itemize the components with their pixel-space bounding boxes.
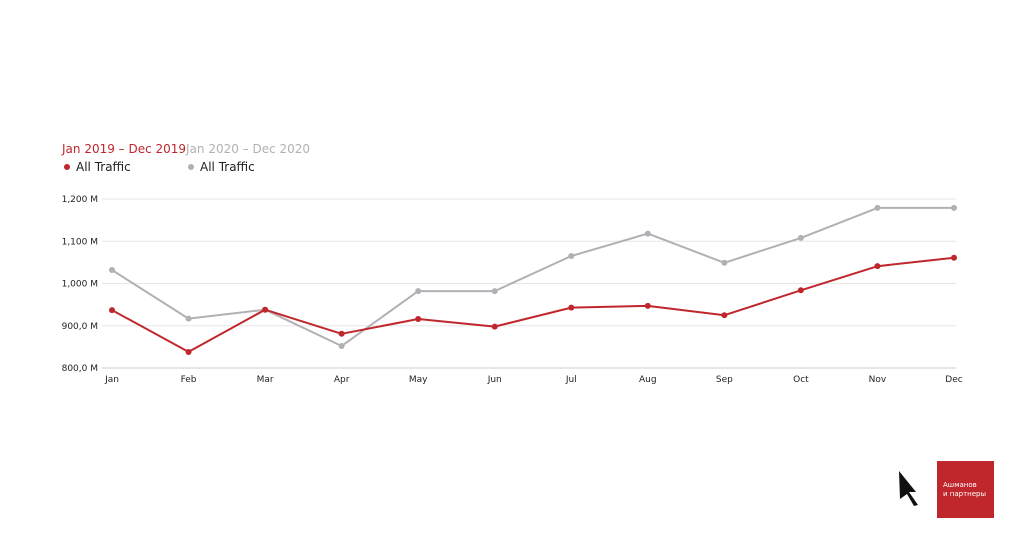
y-tick-label: 800,0 M — [62, 364, 98, 374]
x-tick-label: Oct — [793, 375, 809, 385]
chart-legend: Jan 2019 – Dec 2019 Jan 2020 – Dec 2020 … — [62, 142, 382, 174]
data-point-2020[interactable] — [185, 315, 192, 322]
legend-dot-2020 — [188, 164, 194, 170]
x-tick-label: Jun — [487, 375, 502, 385]
data-point-2019[interactable] — [644, 302, 651, 309]
company-logo-icon — [899, 471, 918, 506]
data-point-2019[interactable] — [568, 304, 575, 311]
series-2020 — [109, 204, 957, 350]
legend-series-2019-label: All Traffic — [76, 160, 131, 174]
grid-lines — [102, 198, 956, 369]
data-point-2020[interactable] — [797, 234, 804, 241]
data-point-2019[interactable] — [951, 254, 957, 261]
data-point-2019[interactable] — [415, 315, 422, 322]
data-point-2020[interactable] — [415, 288, 422, 295]
x-tick-label: Jan — [104, 375, 119, 385]
company-name-line2: и партнеры — [943, 490, 987, 498]
x-tick-label: Sep — [716, 375, 733, 385]
legend-series-2019[interactable]: All Traffic — [64, 160, 131, 174]
legend-period-2019[interactable]: Jan 2019 – Dec 2019 — [62, 142, 187, 156]
data-point-2019[interactable] — [491, 323, 498, 330]
y-tick-label: 1,100 M — [62, 237, 98, 247]
data-point-2020[interactable] — [874, 204, 881, 211]
data-point-2020[interactable] — [491, 288, 498, 295]
data-point-2019[interactable] — [721, 312, 728, 319]
x-tick-label: Nov — [869, 375, 887, 385]
series-line-2020[interactable] — [111, 206, 954, 347]
x-tick-label: Feb — [181, 375, 197, 385]
data-point-2020[interactable] — [951, 204, 957, 211]
data-point-2019[interactable] — [109, 307, 115, 314]
series-line-2019[interactable] — [111, 256, 955, 353]
y-tick-label: 1,200 M — [62, 195, 98, 205]
data-point-2019[interactable] — [262, 306, 269, 313]
legend-series-2020[interactable]: All Traffic — [188, 160, 255, 174]
legend-period-2020[interactable]: Jan 2020 – Dec 2020 — [186, 142, 311, 156]
data-point-2020[interactable] — [109, 266, 115, 273]
y-axis-ticks: 800,0 M 900,0 M 1,000 M 1,100 M 1,200 M — [62, 195, 98, 374]
y-tick-label: 900,0 M — [62, 322, 98, 332]
x-tick-label: Dec — [945, 375, 962, 385]
x-axis-ticks: Jan Feb Mar Apr May Jun Jul Aug Sep Oct Nov Dec — [104, 375, 963, 385]
series-lines — [109, 204, 957, 355]
data-point-2019[interactable] — [185, 348, 192, 355]
x-tick-label: Apr — [334, 375, 350, 385]
data-point-2020[interactable] — [721, 259, 728, 266]
series-2019 — [109, 254, 957, 355]
x-tick-label: May — [409, 375, 428, 385]
company-logo-box: Ашманов и партнеры — [937, 461, 994, 518]
data-point-2020[interactable] — [568, 253, 575, 260]
x-tick-label: Aug — [639, 375, 657, 385]
company-name-line1: Ашманов — [943, 481, 977, 489]
legend-dot-2019 — [64, 164, 70, 170]
data-point-2020[interactable] — [338, 343, 345, 350]
y-tick-label: 1,000 M — [62, 280, 98, 290]
x-tick-label: Jul — [565, 375, 577, 385]
data-point-2019[interactable] — [874, 263, 881, 270]
data-point-2020[interactable] — [644, 230, 651, 237]
legend-series-2020-label: All Traffic — [200, 160, 255, 174]
legend-periods: Jan 2019 – Dec 2019 Jan 2020 – Dec 2020 — [62, 142, 382, 158]
data-point-2019[interactable] — [338, 330, 345, 337]
x-tick-label: Mar — [257, 375, 274, 385]
data-point-2019[interactable] — [797, 287, 804, 294]
